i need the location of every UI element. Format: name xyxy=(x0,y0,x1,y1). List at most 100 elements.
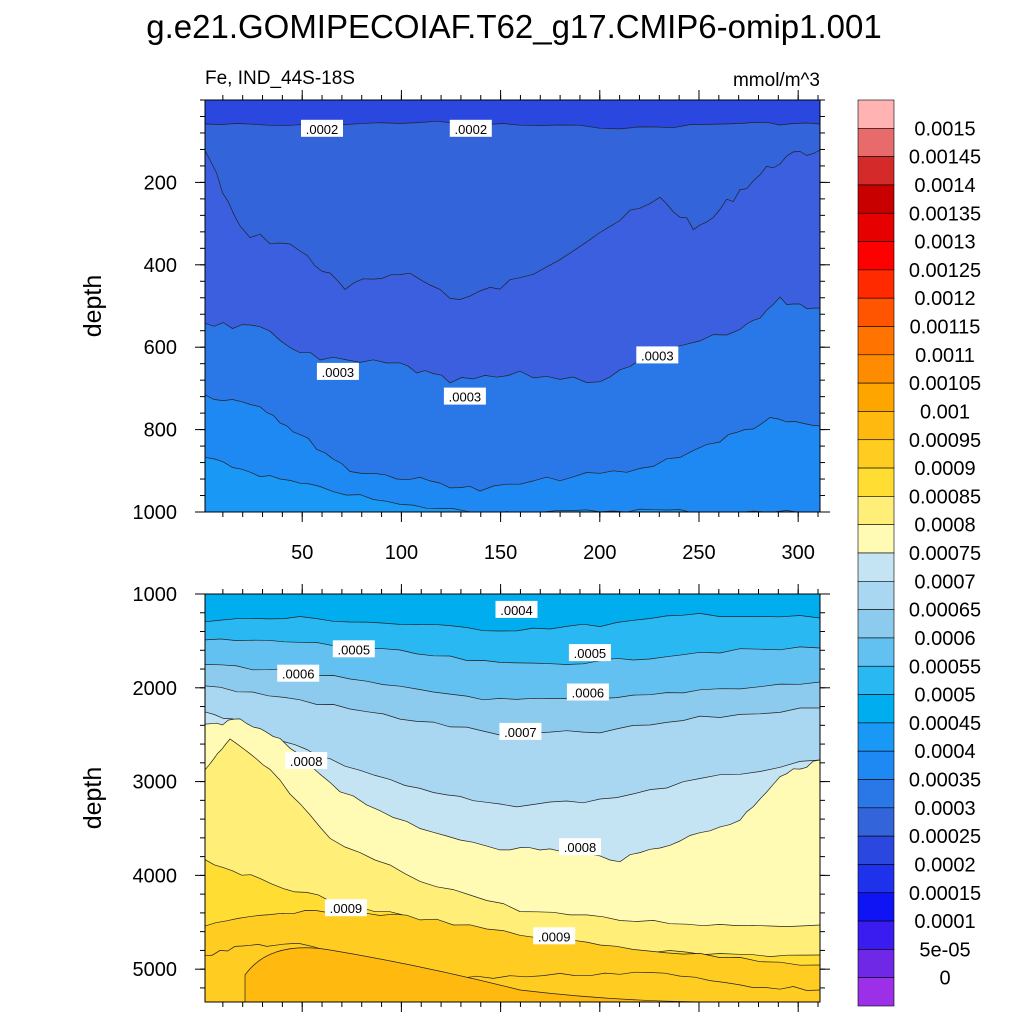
contour-label: .0006 xyxy=(277,664,320,682)
contour-label-text: .0006 xyxy=(572,686,605,701)
colorbar-label: 0.0002 xyxy=(914,854,975,876)
x-tick-label: 250 xyxy=(682,542,715,564)
fill-band-lower-5 xyxy=(205,711,820,862)
fill-band-0.00025-contour-line xyxy=(205,296,820,384)
contour-label: .0004 xyxy=(495,600,538,618)
colorbar-swatch xyxy=(857,892,895,922)
colorbar-swatch xyxy=(857,807,895,837)
colorbar-swatch xyxy=(857,949,895,978)
contour-label: .0003 xyxy=(443,387,486,405)
fill-band-lower-7-contour-line xyxy=(205,738,820,927)
colorbar-label: 0.00015 xyxy=(909,883,981,905)
upper-panel: .0002 .0002 .0003 .0003 .0003 200 400 600 800 10… xyxy=(79,90,830,564)
fill-band-0.0003 xyxy=(205,394,820,512)
colorbar-label: 0.00145 xyxy=(909,147,981,169)
contour-label-text: .0005 xyxy=(574,646,607,661)
colorbar-label: 0.00055 xyxy=(909,656,981,678)
y-tick-label: 5000 xyxy=(133,959,178,981)
colorbar-swatch xyxy=(857,722,895,752)
x-tick-label: 200 xyxy=(583,542,616,564)
colorbar-label: 0.00045 xyxy=(909,713,981,735)
colorbar-label: 0.00115 xyxy=(910,317,981,339)
colorbar-label: 0.0012 xyxy=(914,288,975,310)
colorbar-swatch xyxy=(857,212,895,242)
colorbar-label: 0.00085 xyxy=(909,486,981,508)
colorbar-label: 0.0005 xyxy=(914,685,975,707)
fill-band-0.00035 xyxy=(205,457,820,512)
colorbar-swatch xyxy=(857,439,895,469)
contour-label-text: .0009 xyxy=(330,901,363,916)
fill-band-lower-2-contour-line xyxy=(205,638,820,665)
fill-band-0.0002b-contour-line xyxy=(205,149,820,300)
colorbar-label: 0.00095 xyxy=(909,430,981,452)
y-tick-label: 200 xyxy=(144,172,177,194)
colorbar-label: 0.0013 xyxy=(914,232,975,254)
colorbar-label: 0.00065 xyxy=(909,600,981,622)
colorbar-swatch xyxy=(857,354,895,384)
colorbar-label: 0.00025 xyxy=(909,826,981,848)
contour-label-text: .0009 xyxy=(538,929,571,944)
colorbar-swatch xyxy=(857,920,895,950)
colorbar-label: 0.00105 xyxy=(909,373,981,395)
y-tick-label: 600 xyxy=(144,337,177,359)
colorbar-label: 0.00035 xyxy=(909,770,981,792)
colorbar-label: 0.0006 xyxy=(914,628,975,650)
colorbar-label: 0.0004 xyxy=(914,741,975,763)
contour-label: .0006 xyxy=(566,683,609,701)
colorbar-swatch xyxy=(857,609,895,639)
colorbar-swatch xyxy=(857,467,895,497)
fill-band-0.0002 xyxy=(205,121,820,300)
contour-label: .0005 xyxy=(568,644,611,662)
fill-band-lower-6 xyxy=(205,718,820,927)
colorbar-swatch xyxy=(857,326,895,356)
colorbar-label: 5e-05 xyxy=(919,939,970,961)
contour-label: .0002 xyxy=(301,119,343,137)
contour-label-text: .0005 xyxy=(338,642,371,657)
colorbar-swatch xyxy=(857,552,895,582)
contour-label-text: .0008 xyxy=(564,840,597,855)
fill-band-0.00035-contour-line xyxy=(205,456,820,512)
contour-label: .0003 xyxy=(636,346,679,364)
fill-band-0.0003-contour-line xyxy=(205,394,820,492)
colorbar-label: 0.00125 xyxy=(909,260,981,282)
contour-label-text: .0002 xyxy=(455,122,488,137)
contour-label: .0005 xyxy=(332,640,375,658)
colorbar-label: 0.0009 xyxy=(914,458,975,480)
fill-band-0.0002b xyxy=(205,150,820,383)
upper-plot-frame xyxy=(204,99,821,513)
colorbar-swatch xyxy=(857,581,895,610)
colorbar-swatch xyxy=(857,241,895,271)
y-tick-label: 1000 xyxy=(133,584,178,606)
fill-band-lower-9 xyxy=(205,909,820,991)
contour-label: .0008 xyxy=(559,838,601,856)
fill-band-0.00025 xyxy=(205,297,820,492)
colorbar-label: 0.001 xyxy=(920,401,970,423)
colorbar-label: 0.0003 xyxy=(914,798,975,820)
fill-band-lower-6-contour-line xyxy=(205,718,820,863)
colorbar-label: 0.0015 xyxy=(914,118,975,140)
lower-y-axis-label: depth xyxy=(79,767,107,830)
lower-plot-frame xyxy=(204,593,821,1003)
contour-label: .0002 xyxy=(449,119,492,137)
y-tick-label: 400 xyxy=(144,255,177,277)
contour-label: .0009 xyxy=(324,899,367,917)
colorbar-swatch xyxy=(857,835,895,865)
contour-label-text: .0003 xyxy=(449,390,482,405)
contour-label-text: .0008 xyxy=(290,754,323,769)
colorbar-label: 0.00135 xyxy=(909,203,981,225)
contour-label-text: .0002 xyxy=(306,122,339,137)
units-label: mmol/m^3 xyxy=(733,70,820,91)
colorbar-label: 0.0001 xyxy=(914,911,975,933)
y-tick-label: 3000 xyxy=(133,772,178,794)
colorbar-swatch xyxy=(857,694,895,724)
fill-band-lower-4 xyxy=(205,685,820,807)
contour-label: .0009 xyxy=(533,927,576,945)
fill-band-lower-1 xyxy=(205,613,820,665)
contour-label-text: .0006 xyxy=(282,667,315,682)
contour-label-text: .0003 xyxy=(641,348,674,363)
lower-panel: .0004 .0005 .0005 .0006 .0006 .0007 .0008 .0008… xyxy=(79,584,830,1012)
x-tick-label: 100 xyxy=(385,542,418,564)
colorbar-swatch xyxy=(857,411,895,441)
colorbar-swatch xyxy=(857,779,895,809)
